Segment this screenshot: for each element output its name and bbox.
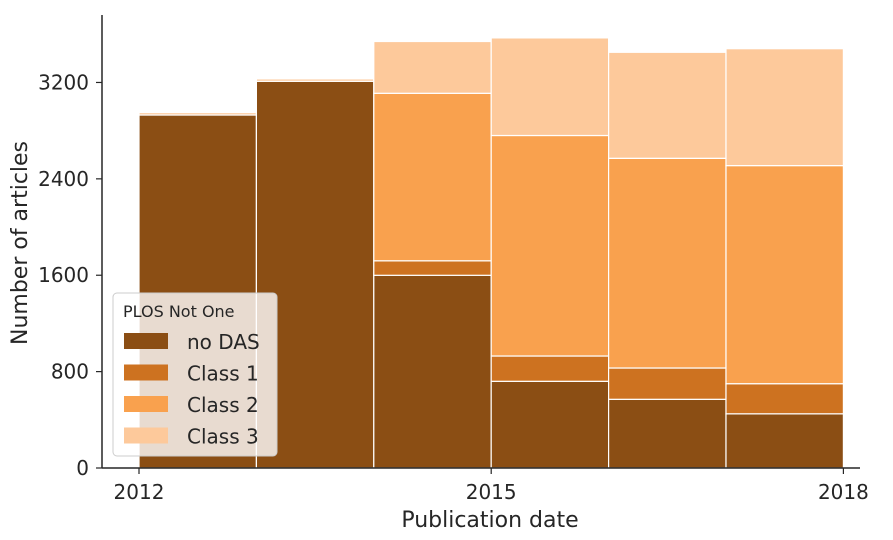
x-tick-label: 2012 bbox=[114, 480, 165, 504]
bar-2017-class-2 bbox=[725, 165, 845, 385]
bar-2015-class-3 bbox=[490, 37, 610, 137]
bar-2013-class-3 bbox=[255, 78, 375, 82]
bar-2017-class-3 bbox=[725, 48, 845, 167]
y-tick-label: 0 bbox=[76, 456, 89, 480]
bar-2015-class-1 bbox=[490, 355, 610, 382]
legend-label: Class 3 bbox=[187, 425, 259, 449]
bar-2014-no-das bbox=[373, 274, 492, 469]
y-tick-label: 1600 bbox=[38, 263, 89, 287]
legend-items: no DAS Class 1 Class 2 Class 3 bbox=[124, 330, 260, 449]
bar-2015-class-2 bbox=[490, 134, 610, 357]
bars bbox=[138, 37, 845, 469]
legend-swatch-class-3 bbox=[124, 427, 168, 444]
y-tick-label: 3200 bbox=[38, 70, 89, 94]
bar-2014-class-1 bbox=[373, 260, 492, 276]
axes bbox=[101, 15, 860, 469]
legend-swatch-no-das bbox=[124, 333, 168, 349]
x-tick-label: 2018 bbox=[818, 480, 869, 504]
y-axis-title: Number of articles bbox=[8, 141, 33, 345]
legend-swatch-class-2 bbox=[124, 396, 168, 412]
legend-label: no DAS bbox=[187, 330, 260, 354]
legend-label: Class 1 bbox=[187, 362, 259, 386]
bar-2017-no-das bbox=[725, 413, 845, 469]
y-tick-label: 2400 bbox=[38, 167, 89, 191]
y-ticks: 0 800 1600 2400 3200 bbox=[38, 70, 102, 480]
bar-2016-no-das bbox=[607, 398, 727, 469]
bar-2012-class-3 bbox=[138, 111, 258, 116]
bar-2016-class-3 bbox=[607, 51, 727, 159]
bar-2014-class-2 bbox=[373, 92, 492, 262]
legend-label: Class 2 bbox=[187, 393, 259, 417]
bar-2017-class-1 bbox=[725, 383, 845, 415]
bar-2016-class-2 bbox=[607, 157, 727, 369]
y-tick-label: 800 bbox=[51, 360, 89, 384]
legend: PLOS Not One no DAS Class 1 Class 2 Class 3 bbox=[112, 292, 278, 457]
bar-2015-no-das bbox=[490, 380, 610, 469]
bar-2016-class-1 bbox=[607, 367, 727, 400]
bar-2014-class-3 bbox=[373, 40, 492, 94]
legend-swatch-class-1 bbox=[124, 364, 168, 381]
x-axis-title: Publication date bbox=[401, 508, 578, 533]
legend-title: PLOS Not One bbox=[123, 302, 235, 321]
x-ticks: 2012 2015 2018 bbox=[114, 468, 869, 504]
x-tick-label: 2015 bbox=[466, 480, 517, 504]
